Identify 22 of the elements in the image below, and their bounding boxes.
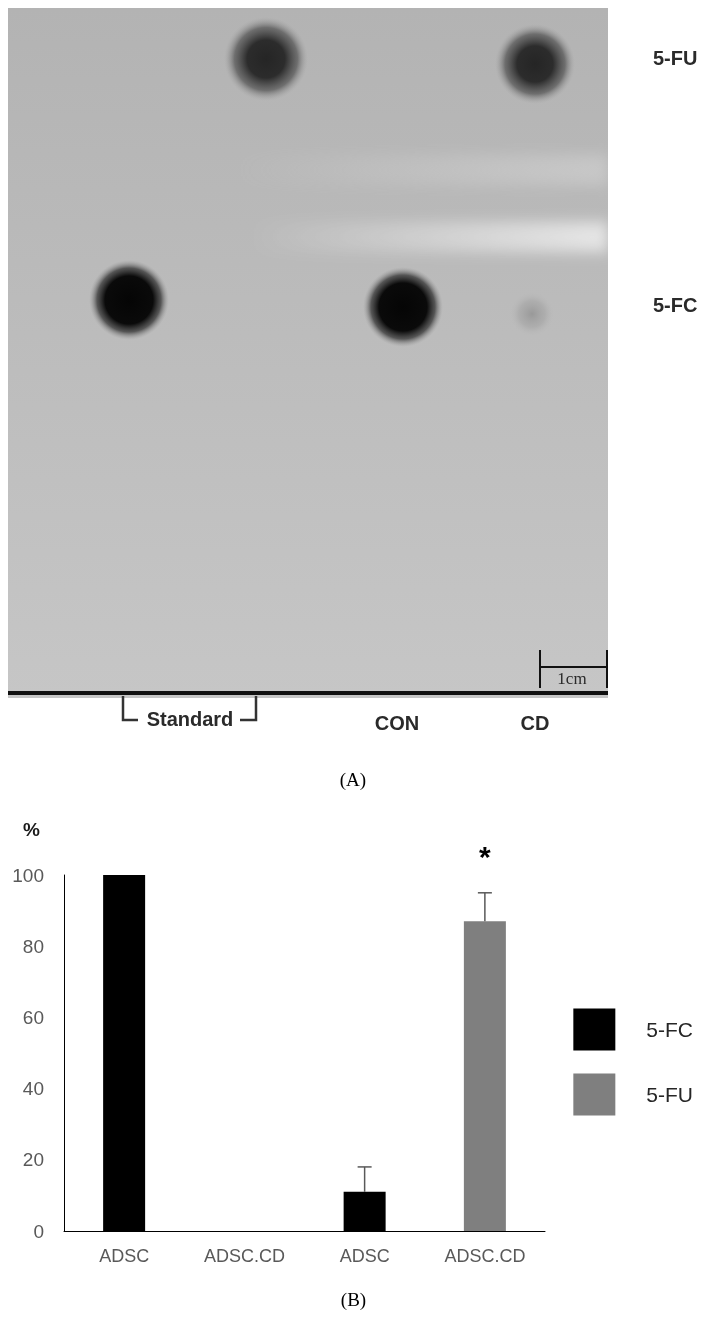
y-tick-label: 40: [22, 1078, 44, 1100]
legend-label: 5-FU: [646, 1083, 694, 1106]
x-tick-label: ADSC: [339, 1246, 390, 1266]
text: CON: [374, 712, 420, 735]
y-tick-label: 60: [22, 1006, 44, 1028]
text: (B): [340, 1289, 367, 1311]
text: 1cm: [557, 668, 587, 688]
x-tick-label: ADSC.CD: [203, 1246, 285, 1266]
y-axis-title: %: [23, 819, 41, 840]
text: CD: [520, 712, 550, 735]
x-tick-label: ADSC.CD: [444, 1246, 526, 1266]
legend-label: 5-FC: [646, 1018, 694, 1041]
y-tick-label: 20: [22, 1149, 44, 1171]
x-tick-label: ADSC: [99, 1246, 150, 1266]
y-tick-label: 100: [12, 864, 44, 886]
text: 5-FU: [653, 47, 698, 70]
y-tick-label: 80: [22, 935, 44, 957]
text: *: [479, 839, 492, 873]
y-tick-label: 0: [33, 1220, 44, 1242]
text: Standard: [146, 708, 234, 731]
text: 5-FC: [653, 294, 698, 317]
text: (A): [339, 769, 367, 792]
